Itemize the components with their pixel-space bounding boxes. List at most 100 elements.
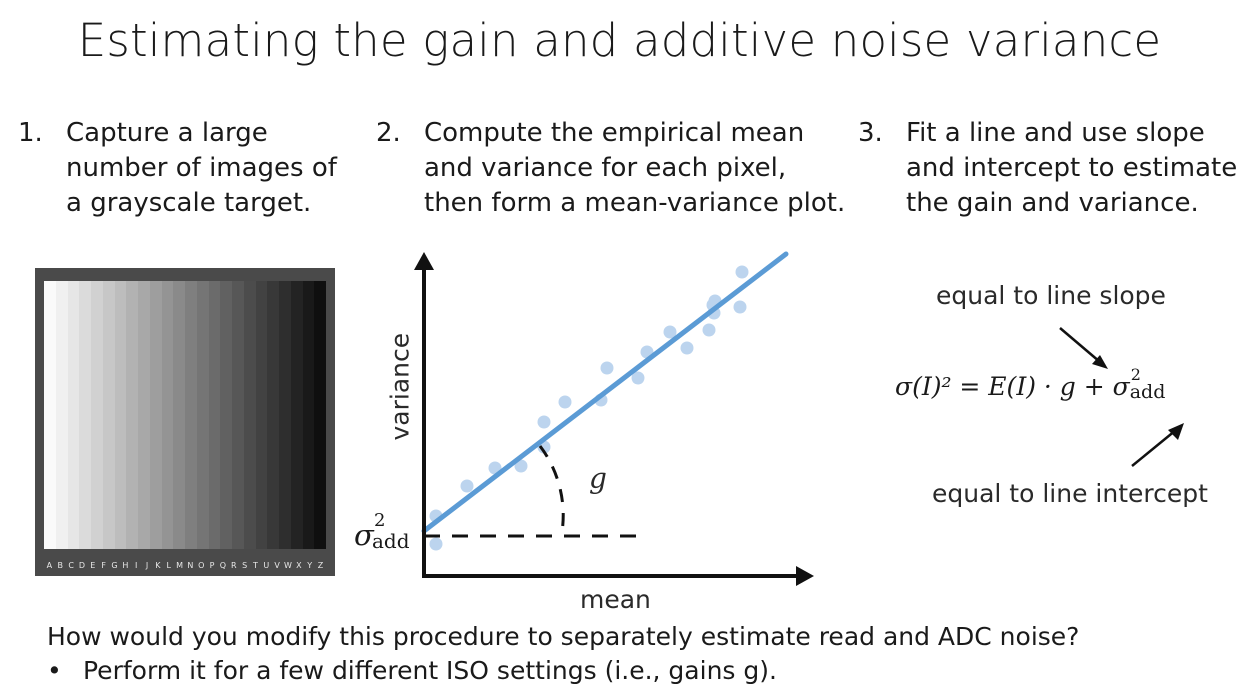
step-3: 3. Fit a line and use slope and intercep… [858,116,1238,221]
target-letter: S [242,561,248,570]
target-letter: A [46,561,53,570]
mean-variance-plot [414,251,814,586]
answer-bullet: • Perform it for a few different ISO set… [47,656,777,685]
gray-strip [302,281,315,549]
equation-main: σ(I)² = E(I) · g + σ [895,372,1130,401]
target-letter: B [57,561,64,570]
target-letter: W [284,561,292,570]
gray-strip [161,281,174,549]
target-letter: J [145,561,149,570]
gray-strip [114,281,127,549]
data-point [460,479,474,493]
target-letter: L [166,561,171,570]
intercept-arrow [1131,429,1177,467]
step-2-number: 2. [376,118,401,148]
step-1-text: Capture a large number of images of a gr… [66,118,337,218]
target-letter: O [198,561,205,570]
sigma-superscript: 2 [374,510,386,531]
gray-strip [55,281,68,549]
gray-strip [232,281,244,549]
equation-arrows [1059,327,1184,467]
target-letter: H [122,561,129,570]
gray-strip [79,281,91,549]
target-letter: Z [317,561,324,570]
slope-arrow-head-icon [1092,355,1108,369]
data-point [735,265,749,279]
gray-strip [267,281,279,549]
target-letter: V [274,561,280,570]
data-point [514,459,528,473]
target-letter: K [155,561,161,570]
step-3-text: Fit a line and use slope and intercept t… [906,118,1238,218]
gray-strip [243,281,256,549]
data-point [733,300,747,314]
gray-strip [173,281,185,549]
target-letter: D [78,561,86,570]
x-axis-label: mean [580,585,651,614]
intercept-arrow-head-icon [1168,423,1184,440]
target-letter: R [230,561,237,570]
target-letter: I [134,561,138,570]
target-letter: N [187,561,194,570]
target-letter: G [111,561,118,570]
intercept-note: equal to line intercept [932,479,1208,508]
grayscale-strips [44,281,326,549]
equation-sigma-scripts: 2 add [1130,365,1178,403]
sigma-subscript: add [372,529,410,553]
step-3-number: 3. [858,118,883,148]
gray-strip [314,281,326,549]
gray-strip [44,281,56,549]
step-2: 2. Compute the empirical mean and varian… [376,116,846,221]
bullet-icon: • [47,656,62,685]
slope-note: equal to line slope [936,281,1166,310]
gray-strip [149,281,162,549]
data-points [429,265,749,551]
data-point [680,341,694,355]
data-point [429,537,443,551]
y-axis-label: variance [385,332,415,441]
target-letter: F [101,561,106,570]
data-point [600,361,614,375]
angle-label: g [589,462,607,495]
data-point [663,325,677,339]
target-letter: U [263,561,270,570]
target-letter: X [296,561,302,570]
noise-equation: σ(I)² = E(I) · g + σ 2 add [895,365,1178,403]
target-letter: Y [307,561,313,570]
target-letter: Q [219,561,227,570]
bullet-text: Perform it for a few different ISO setti… [83,656,777,685]
target-letter: E [90,561,96,570]
gray-strip [196,281,209,549]
y-axis-arrow-icon [414,252,434,270]
target-letter: P [209,561,215,570]
step-1-number: 1. [18,118,43,148]
data-point [631,371,645,385]
gray-strip [185,281,197,549]
fit-line [421,251,789,534]
target-letter: C [68,561,74,570]
gray-strip [279,281,291,549]
equation-superscript: 2 [1130,365,1141,384]
angle-arc [538,445,565,533]
gray-strip [220,281,232,549]
intercept-label: σ 2 add [354,510,424,554]
slide-title: Estimating the gain and additive noise v… [77,14,1162,67]
target-letter: T [253,561,258,570]
target-letter: M [176,561,183,570]
gray-strip [67,281,80,549]
gray-strip [208,281,221,549]
gray-strip [255,281,268,549]
data-point [537,415,551,429]
data-point [558,395,572,409]
sigma-symbol: σ [354,518,374,552]
gray-strip [138,281,150,549]
question-text: How would you modify this procedure to s… [47,622,1080,651]
slope-arrow [1059,327,1101,363]
step-2-text: Compute the empirical mean and variance … [424,118,846,218]
gray-strip [91,281,103,549]
gray-strip [102,281,115,549]
x-axis-arrow-icon [796,566,814,586]
step-1: 1. Capture a large number of images of a… [18,116,348,221]
